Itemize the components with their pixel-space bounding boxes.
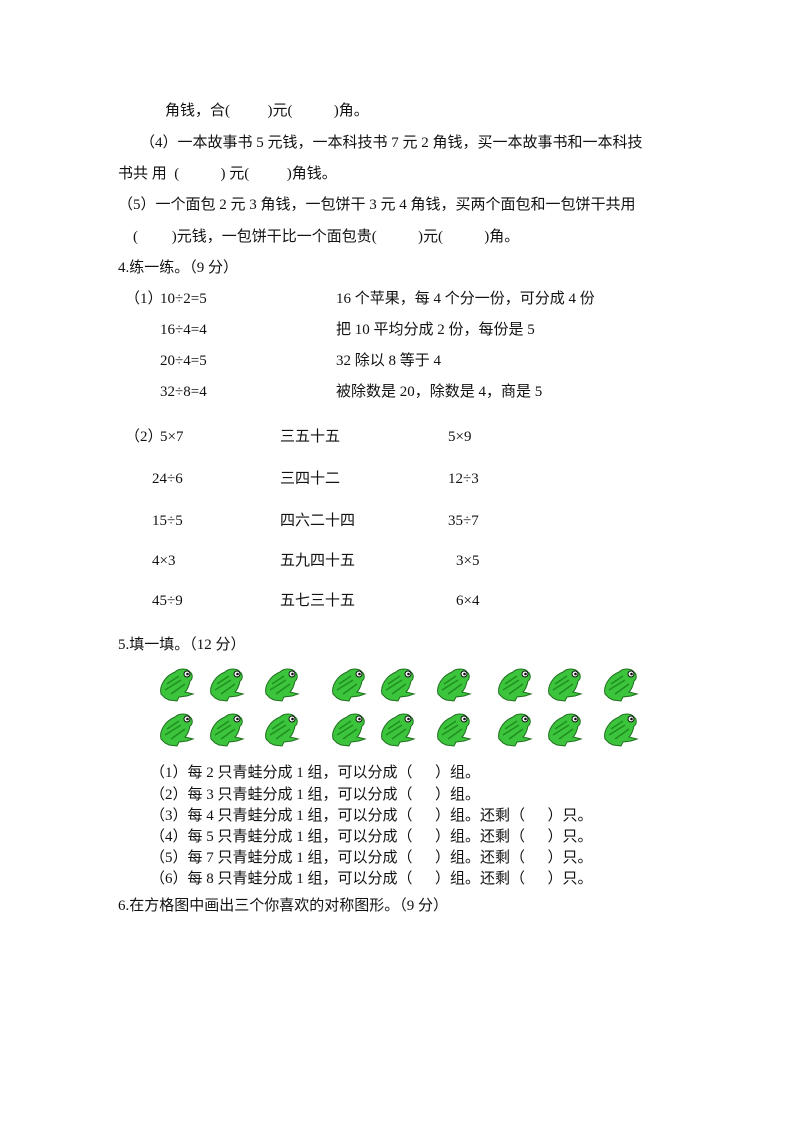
q5-item-5: （5）每 7 只青蛙分成 1 组，可以分成（ ）组。还剩（ ）只。 — [150, 850, 593, 866]
q4-part2-left-1: 24÷6 — [152, 471, 183, 487]
q4-part2-right-2: 35÷7 — [448, 513, 479, 529]
q4-part1-left-2: 20÷4=5 — [160, 353, 207, 369]
q4-part1-left-3: 32÷8=4 — [160, 384, 207, 400]
q4-part2-middle-4: 五七三十五 — [280, 593, 356, 609]
frog-icon — [601, 664, 643, 704]
q4-part2-right-1: 12÷3 — [448, 471, 479, 487]
q3-line1: 角钱，合( )元( )角。 — [165, 103, 369, 119]
q4-part2-left-2: 15÷5 — [152, 513, 183, 529]
frog-icon — [329, 709, 371, 749]
q4-part2-label: （2） — [125, 429, 163, 445]
q4-part2-left-4: 45÷9 — [152, 593, 183, 609]
q4-part1-right-0: 16 个苹果，每 4 个分一份，可分成 4 份 — [336, 291, 595, 307]
q6-title: 6.在方格图中画出三个你喜欢的对称图形。（9 分） — [118, 898, 449, 914]
q4-part1-right-2: 32 除以 8 等于 4 — [336, 353, 442, 369]
q5-item-1: （1）每 2 只青蛙分成 1 组，可以分成（ ）组。 — [150, 765, 481, 781]
frog-icon — [262, 664, 304, 704]
q4-part2-middle-1: 三四十二 — [280, 471, 341, 487]
q4-part1-right-3: 被除数是 20，除数是 4，商是 5 — [336, 384, 543, 400]
q4-part1-right-1: 把 10 平均分成 2 份，每份是 5 — [336, 322, 535, 338]
q4-part2-left-3: 4×3 — [152, 553, 176, 569]
frog-icon — [545, 709, 587, 749]
q4-part2-middle-2: 四六二十四 — [280, 513, 356, 529]
q4-part2-right-3: 3×5 — [456, 553, 480, 569]
frog-icon — [434, 664, 476, 704]
frog-icon — [495, 664, 537, 704]
q4-title: 4.练一练。（9 分） — [118, 260, 239, 276]
q3-item4-line-a: （4）一本故事书 5 元钱，一本科技书 7 元 2 角钱，买一本故事书和一本科技 — [140, 135, 643, 151]
frog-icon — [434, 709, 476, 749]
frog-icon — [157, 709, 199, 749]
frog-icon — [207, 664, 249, 704]
frog-icon — [545, 664, 587, 704]
q5-item-4: （4）每 5 只青蛙分成 1 组，可以分成（ ）组。还剩（ ）只。 — [150, 829, 593, 845]
q4-part1-label: （1） — [125, 291, 163, 307]
frog-icon — [601, 709, 643, 749]
q3-item4-line-b: 书共 用 ( ) 元( )角钱。 — [118, 166, 337, 182]
frog-icon — [157, 664, 199, 704]
frog-icon — [207, 709, 249, 749]
q3-item5-line-a: （5）一个面包 2 元 3 角钱，一包饼干 3 元 4 角钱，买两个面包和一包饼… — [118, 197, 636, 213]
frog-icon — [329, 664, 371, 704]
frog-icon — [495, 709, 537, 749]
frog-icon — [378, 664, 420, 704]
q3-item5-line-b: ( )元钱，一包饼干比一个面包贵( )元( )角。 — [133, 229, 520, 245]
q4-part2-right-4: 6×4 — [456, 593, 480, 609]
q4-part2-left-0: 5×7 — [160, 429, 184, 445]
q4-part1-left-1: 16÷4=4 — [160, 322, 207, 338]
frog-icon — [378, 709, 420, 749]
q4-part2-middle-3: 五九四十五 — [280, 553, 356, 569]
q4-part1-left-0: 10÷2=5 — [160, 291, 207, 307]
frog-icon — [262, 709, 304, 749]
q4-part2-right-0: 5×9 — [448, 429, 472, 445]
q5-title: 5.填一填。（12 分） — [118, 637, 246, 653]
q4-part2-middle-0: 三五十五 — [280, 429, 341, 445]
q5-item-3: （3）每 4 只青蛙分成 1 组，可以分成（ ）组。还剩（ ）只。 — [150, 808, 593, 824]
q5-item-6: （6）每 8 只青蛙分成 1 组，可以分成（ ）组。还剩（ ）只。 — [150, 871, 593, 887]
q5-item-2: （2）每 3 只青蛙分成 1 组，可以分成（ ）组。 — [150, 787, 481, 803]
